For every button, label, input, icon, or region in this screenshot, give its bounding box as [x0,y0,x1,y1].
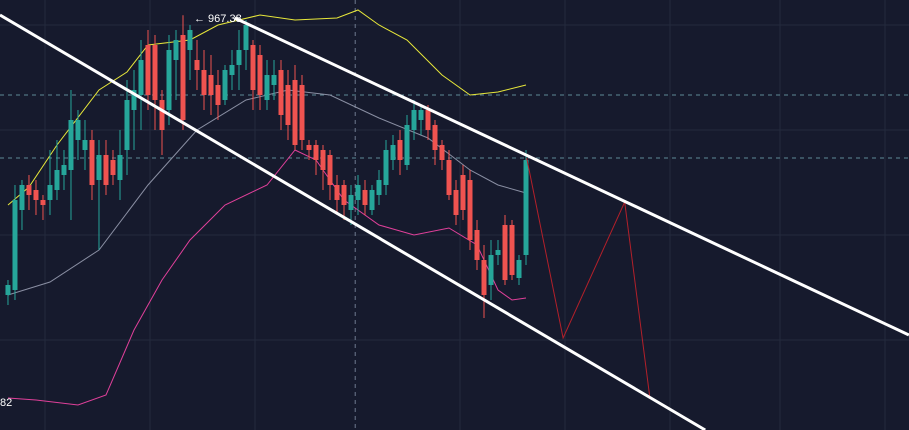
candle-body [33,190,39,200]
candle-body [166,50,172,110]
candle-body [509,225,515,275]
candle-body [75,120,81,140]
candle-body [271,75,277,85]
trend-line [234,16,909,337]
candle-body [397,140,403,160]
candle-body [334,185,340,200]
candle-body [383,150,389,185]
candle-body [516,260,522,278]
candle-body [250,45,256,90]
candle-body [453,190,459,215]
candle-body [12,200,18,290]
candle-body [523,160,529,255]
candle-body [173,40,179,60]
candle-body [236,50,242,65]
candle-body [355,185,361,200]
candle-body [180,35,186,120]
candle-body [341,185,347,205]
candle-body [278,70,284,115]
candle-body [327,155,333,185]
candle-body [96,155,102,180]
candle-body [313,145,319,160]
candle-body [446,160,452,195]
candle-body [68,120,74,170]
candle-body [369,190,375,210]
trend-line [0,13,706,430]
candle-body [362,190,368,205]
candle-body [110,160,116,175]
candle-body [145,45,151,95]
high-label: ← 967.38 [194,13,242,25]
candle-body [425,110,431,130]
candle-body [61,165,67,175]
candle-body [502,225,508,280]
band-line [7,9,527,206]
candle-body [243,25,249,50]
projection-line [526,157,651,399]
candle-body [418,110,424,120]
candle-body [467,180,473,240]
candle-body [103,155,109,185]
candle-body [264,75,270,100]
candle-body [320,150,326,170]
candle-body [194,60,200,70]
candle-body [47,185,53,200]
candle-body [117,155,123,180]
candle-body [82,140,88,150]
candle-body [229,65,235,75]
price-label: 82 [0,397,12,409]
candle-body [474,230,480,260]
candle-body [152,45,158,100]
candle-body [89,140,95,185]
candle-body [404,125,410,165]
candle-body [411,110,417,130]
candle-body [222,70,228,100]
candle-body [19,185,25,210]
candle-body [257,55,263,95]
candle-body [390,145,396,160]
candle-body [187,30,193,50]
candle-body [285,85,291,125]
candle-body [292,80,298,145]
candle-body [201,70,207,95]
candle-body [439,145,445,160]
candle-body [460,175,466,210]
candle-body [54,170,60,190]
candle-body [306,145,312,150]
candle-body [299,85,305,140]
candle-body [488,255,494,285]
candle-body [138,60,144,95]
candle-body [26,185,32,195]
candle-body [376,180,382,195]
candle-body [5,285,11,295]
candle-body [159,100,165,130]
candle-body [208,75,214,95]
candle-body [432,125,438,150]
candle-body [215,85,221,105]
candle-body [40,200,46,205]
candle-body [348,195,354,210]
candle-body [481,260,487,295]
candle-body [131,90,137,110]
candle-body [495,250,501,255]
candle-body [124,100,130,150]
